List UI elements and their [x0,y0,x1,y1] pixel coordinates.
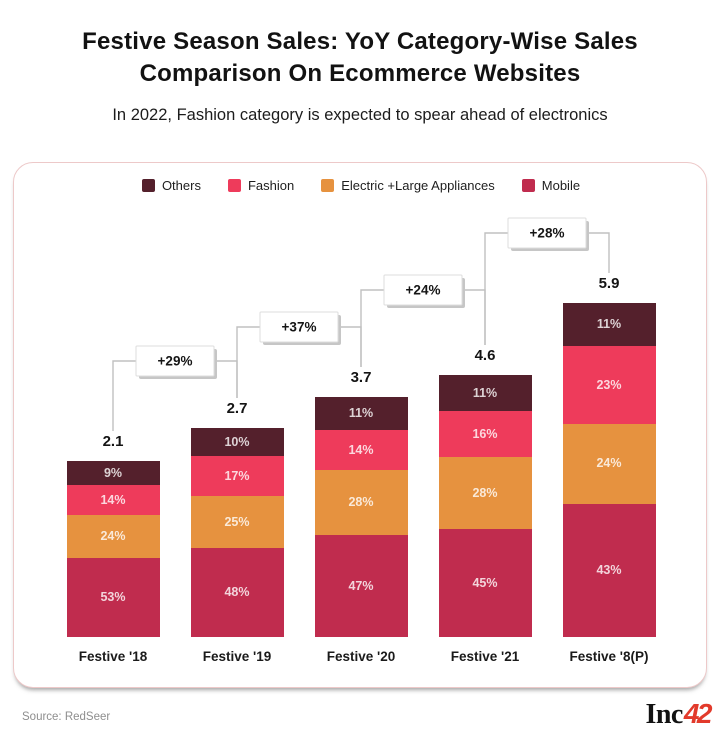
segment-percent-label: 9% [103,465,123,480]
bar-segment-fashion: 17% [190,456,284,496]
source-caption: Source: RedSeer [22,711,111,723]
stacked-bar-festive-18: 9% 14% 24% 53% [66,461,160,637]
segment-percent-label: 11% [348,406,374,421]
bar-segment-electric-large-appliances: 28% [314,469,408,536]
bar-total-label: 4.6 [474,347,496,364]
page-subtitle: In 2022, Fashion category is expected to… [112,106,608,124]
segment-percent-label: 48% [224,585,250,600]
legend-item-mobile: Mobile [521,178,581,193]
segment-percent-label: 28% [472,485,498,500]
growth-label: +28% [530,226,565,241]
segment-percent-label: 11% [596,317,622,332]
inc42-logo: Inc42 [645,698,713,731]
stacked-bar-festive-21: 11% 16% 28% 45% [438,375,532,637]
bar-total-label: 3.7 [350,369,372,386]
growth-box-shadow [511,221,589,251]
segment-percent-label: 43% [596,563,622,578]
segment-percent-label: 53% [100,590,126,605]
bar-total-label: 2.7 [226,400,248,417]
category-label: Festive '21 [450,649,520,664]
growth-label: +24% [406,283,441,298]
bar-segment-electric-large-appliances: 24% [66,514,160,558]
segment-percent-label: 11% [472,385,498,400]
growth-connector-line [112,360,238,431]
bar-segment-fashion: 16% [438,410,532,458]
growth-box-shadow [139,349,217,379]
stacked-bar-festive-20: 11% 14% 28% 47% [314,397,408,637]
segment-percent-label: 47% [348,578,374,593]
segment-percent-label: 16% [472,426,498,441]
category-label: Festive '19 [202,649,272,664]
stacked-bar-festive-8-p: 11% 23% 24% 43% [562,303,656,637]
stacked-bar-festive-19: 10% 17% 25% 48% [190,428,284,637]
segment-percent-label: 23% [596,377,622,392]
legend-swatch-electric-large-appliances [321,179,335,192]
growth-box [135,345,215,377]
segment-percent-label: 45% [472,575,498,590]
growth-box-shadow [263,315,341,345]
bar-total-label: 2.1 [102,433,124,450]
legend-item-fashion: Fashion [227,178,295,193]
segment-percent-label: 14% [348,442,374,457]
legend-swatch-mobile [521,179,535,192]
legend-label: Electric +Large Appliances [341,178,495,193]
bar-segment-fashion: 14% [314,430,408,470]
bar-segment-others: 10% [190,428,284,457]
segment-percent-label: 14% [100,492,126,507]
growth-label: +29% [158,354,193,369]
inc42-logo-inc: Inc [645,699,683,730]
growth-connector-line [236,326,362,398]
growth-label: +37% [282,320,317,335]
growth-box-shadow [387,278,465,308]
bar-segment-electric-large-appliances: 25% [190,495,284,549]
legend-swatch-fashion [227,179,241,192]
bar-segment-others: 11% [438,375,532,411]
bar-segment-mobile: 47% [314,535,408,637]
bar-segment-mobile: 43% [562,503,656,637]
bar-segment-others: 11% [562,303,656,347]
legend-label: Mobile [541,178,581,193]
chart-area: Others Fashion Electric +Large Appliances M… [14,163,708,689]
category-label: Festive '8(P) [569,649,649,664]
segment-percent-label: 25% [224,514,250,529]
segment-percent-label: 24% [100,529,126,544]
bar-total-label: 5.9 [598,275,620,292]
bar-segment-electric-large-appliances: 24% [562,423,656,504]
growth-box [383,274,463,306]
growth-box [507,217,587,249]
category-label: Festive '18 [78,649,148,664]
chart-card: Others Fashion Electric +Large Appliances M… [13,162,707,688]
segment-percent-label: 17% [224,468,250,483]
legend-swatch-others [141,179,155,192]
legend-item-electric-large-appliances: Electric +Large Appliances [321,178,495,193]
chart-legend: Others Fashion Electric +Large Appliances M… [14,178,708,193]
page-title-line2: Comparison On Ecommerce Websites [139,60,581,87]
category-label: Festive '20 [326,649,396,664]
bar-segment-others: 11% [314,397,408,431]
bar-segment-others: 9% [66,461,160,485]
growth-box [259,311,339,343]
bar-segment-fashion: 23% [562,346,656,424]
page-title-line1: Festive Season Sales: YoY Category-Wise … [82,28,638,55]
segment-percent-label: 24% [596,456,622,471]
header: Festive Season Sales: YoY Category-Wise … [0,26,720,125]
legend-label: Fashion [247,178,295,193]
bar-segment-electric-large-appliances: 28% [438,457,532,530]
bar-segment-mobile: 53% [66,557,160,637]
legend-label: Others [161,178,201,193]
legend-item-others: Others [141,178,201,193]
bar-segment-mobile: 48% [190,548,284,637]
segment-percent-label: 28% [348,495,374,510]
bar-segment-mobile: 45% [438,529,532,637]
bar-segment-fashion: 14% [66,484,160,515]
inc42-logo-42: 42 [683,698,713,729]
segment-percent-label: 10% [224,434,250,449]
